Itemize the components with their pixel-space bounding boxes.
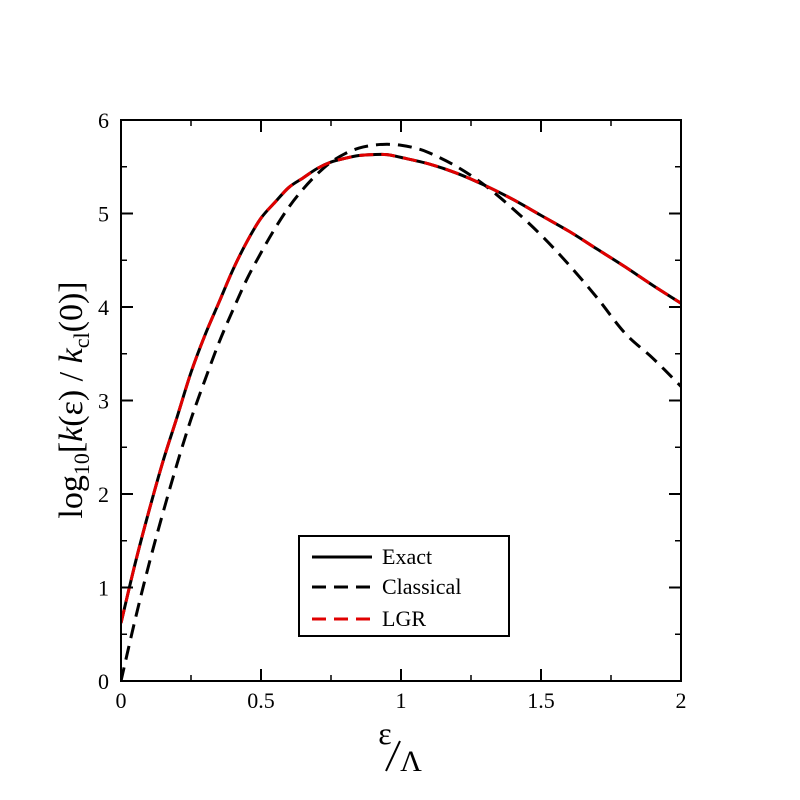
series-exact-line	[121, 152, 681, 624]
x-tick-label: 1.5	[527, 688, 555, 713]
y-tick-label: 4	[98, 295, 109, 320]
tick-layer: 0 0.5 1 1.5 2 0 1 2 3 4 5 6	[98, 108, 687, 713]
legend-label-exact: Exact	[382, 544, 432, 569]
x-axis-label-slash	[385, 740, 401, 772]
legend-label-classical: Classical	[382, 574, 461, 599]
x-tick-label: 1	[396, 688, 407, 713]
x-tick-label: 0	[116, 688, 127, 713]
y-tick-label: 0	[98, 669, 109, 694]
y-tick-label: 1	[98, 576, 109, 601]
x-axis-label: ε Λ	[378, 715, 422, 778]
legend-label-lgr: LGR	[382, 606, 426, 631]
y-tick-label: 5	[98, 202, 109, 227]
y-axis-label: log10[k(ε) / kcl(0)]	[53, 281, 94, 518]
y-tick-label: 6	[98, 108, 109, 133]
x-axis-label-numerator: ε	[378, 715, 391, 751]
legend: Exact Classical LGR	[298, 535, 510, 637]
x-axis-label-denominator: Λ	[400, 745, 422, 778]
series-classical-line	[121, 142, 681, 681]
x-tick-label: 2	[676, 688, 687, 713]
y-tick-label: 2	[98, 482, 109, 507]
y-tick-label: 3	[98, 389, 109, 414]
x-tick-label: 0.5	[247, 688, 275, 713]
series-layer	[121, 142, 681, 681]
